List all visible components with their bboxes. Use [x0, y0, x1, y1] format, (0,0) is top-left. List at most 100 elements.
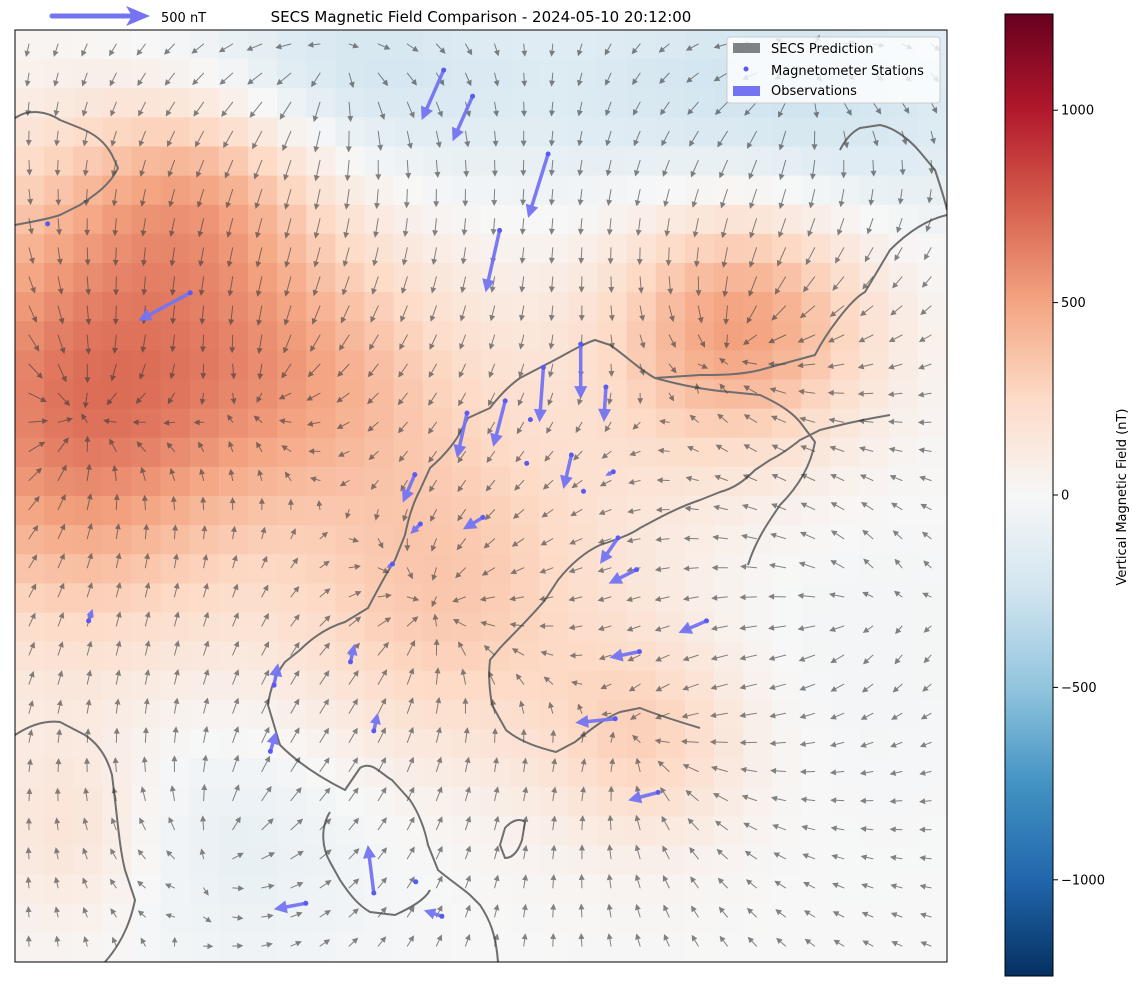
secs-arrow [435, 43, 446, 54]
heatmap-cell [772, 146, 802, 177]
heatmap-cell [277, 204, 307, 235]
secs-arrow [749, 189, 757, 209]
heatmap-cell [859, 408, 890, 439]
heatmap-cell [859, 496, 890, 526]
secs-arrow [406, 72, 417, 86]
heatmap-cell [44, 88, 74, 118]
secs-arrow [348, 563, 361, 570]
secs-arrow [200, 496, 207, 511]
heatmap-cell [451, 204, 482, 235]
secs-arrow [799, 531, 816, 540]
secs-arrow [57, 641, 64, 656]
heatmap-cell [364, 466, 395, 497]
secs-arrow [723, 305, 730, 325]
secs-arrow [57, 582, 65, 598]
heatmap-cell [44, 233, 74, 264]
secs-arrow [568, 567, 583, 574]
secs-arrow [550, 903, 557, 918]
secs-arrow [577, 130, 583, 147]
secs-arrow [406, 595, 420, 602]
heatmap-cell [830, 204, 861, 235]
secs-arrow [82, 817, 89, 831]
secs-arrow [173, 697, 180, 714]
secs-arrow [548, 218, 555, 235]
secs-arrow [115, 611, 122, 627]
heatmap-cell [73, 816, 103, 847]
secs-arrow [163, 419, 175, 426]
heatmap-cell [160, 263, 191, 293]
observation-arrow [452, 94, 475, 142]
heatmap-cell [160, 816, 191, 847]
secs-arrow [432, 613, 439, 627]
heatmap-cell [626, 30, 657, 60]
heatmap-cell [248, 350, 278, 381]
heatmap-cell [539, 525, 569, 555]
secs-arrow [111, 936, 118, 947]
secs-arrow [142, 727, 149, 743]
heatmap-cell [743, 554, 773, 584]
heatmap-cell [510, 641, 540, 672]
secs-arrow [348, 937, 359, 947]
secs-arrow [25, 876, 32, 889]
secs-arrow [720, 189, 728, 209]
secs-arrow [261, 698, 270, 714]
heatmap-cell [73, 641, 103, 672]
heatmap-cell [859, 903, 890, 934]
secs-arrow [800, 502, 816, 511]
heatmap-cell [364, 321, 395, 351]
magnetometer-station [540, 364, 546, 370]
secs-arrow [226, 218, 234, 238]
secs-arrow [433, 638, 440, 656]
magnetometer-station [527, 417, 533, 423]
secs-arrow [923, 560, 932, 569]
heatmap-cell [218, 758, 249, 788]
secs-arrow [229, 334, 236, 354]
heatmap-cell [15, 233, 45, 264]
heatmap-cell [248, 466, 278, 497]
secs-arrow [341, 276, 350, 296]
secs-arrow [889, 798, 903, 805]
secs-arrow [200, 363, 207, 380]
heatmap-cell [248, 30, 278, 60]
heatmap-cell [655, 204, 686, 235]
secs-arrow [283, 334, 292, 354]
heatmap-cell [510, 670, 540, 701]
heatmap-cell [44, 437, 74, 468]
secs-arrow [406, 756, 415, 772]
map-plot-area [15, 30, 947, 962]
heatmap-cell [248, 816, 278, 847]
secs-arrow [860, 741, 874, 748]
secs-arrow [55, 189, 62, 206]
secs-arrow [864, 247, 874, 263]
secs-arrow [484, 509, 496, 521]
secs-arrow [639, 334, 646, 349]
heatmap-cell [510, 321, 540, 351]
secs-arrow [28, 554, 38, 569]
secs-arrow [540, 538, 554, 546]
secs-arrow [768, 334, 787, 344]
heatmap-cell [131, 350, 162, 381]
secs-arrow [28, 247, 35, 265]
secs-arrow [230, 392, 237, 405]
heatmap-cell [189, 932, 220, 962]
heatmap-cell [859, 699, 890, 730]
heatmap-cell [102, 845, 133, 876]
secs-arrow [657, 447, 670, 454]
heatmap-cell [830, 641, 861, 672]
heatmap-cell [568, 117, 599, 148]
secs-arrow [402, 509, 408, 522]
secs-arrow [370, 305, 379, 323]
secs-arrow [493, 43, 500, 57]
secs-arrow [918, 447, 932, 454]
secs-arrow [540, 650, 554, 657]
secs-arrow [112, 247, 119, 266]
secs-arrow [718, 906, 728, 918]
secs-arrow [837, 218, 845, 236]
secs-arrow [402, 218, 409, 237]
heatmap-cell [597, 59, 628, 89]
secs-arrow [891, 712, 903, 720]
heatmap-cell [422, 466, 453, 497]
secs-arrow [776, 247, 787, 267]
secs-arrow [778, 130, 787, 151]
heatmap-cell [73, 845, 103, 876]
